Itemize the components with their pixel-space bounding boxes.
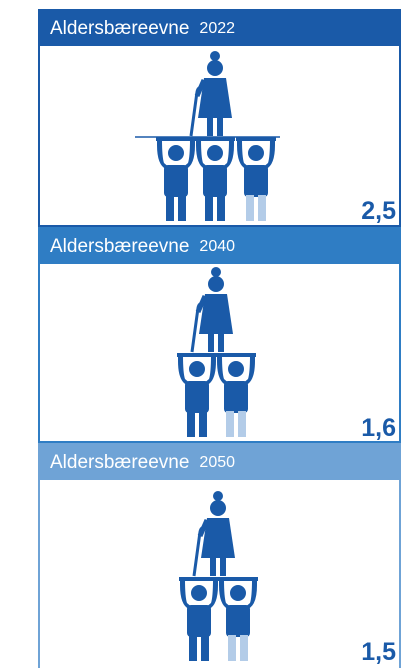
panel-header: [38, 227, 401, 264]
panel-title: Aldersbæreevne 2040: [50, 236, 235, 257]
panel-header: [38, 9, 401, 46]
panel-title: Aldersbæreevne 2022: [50, 18, 235, 39]
title: Aldersbæreevne: [50, 18, 189, 39]
panel-value: 1,6: [361, 414, 396, 442]
panel: Aldersbæreevne 2040 1,6: [38, 227, 401, 443]
title: Aldersbæreevne: [50, 452, 189, 473]
figure-pyramid: [135, 51, 280, 221]
panel-header: [38, 443, 401, 480]
panel: Aldersbæreevne 2050 1,5: [38, 443, 401, 668]
panel-value: 1,5: [361, 638, 396, 666]
year: 2022: [199, 20, 235, 37]
panel-title: Aldersbæreevne 2050: [50, 452, 235, 473]
panel: Aldersbæreevne 2022 2,5: [38, 9, 401, 227]
year: 2040: [199, 238, 235, 255]
year: 2050: [199, 454, 235, 471]
title: Aldersbæreevne: [50, 236, 189, 257]
panel-value: 2,5: [361, 197, 396, 225]
